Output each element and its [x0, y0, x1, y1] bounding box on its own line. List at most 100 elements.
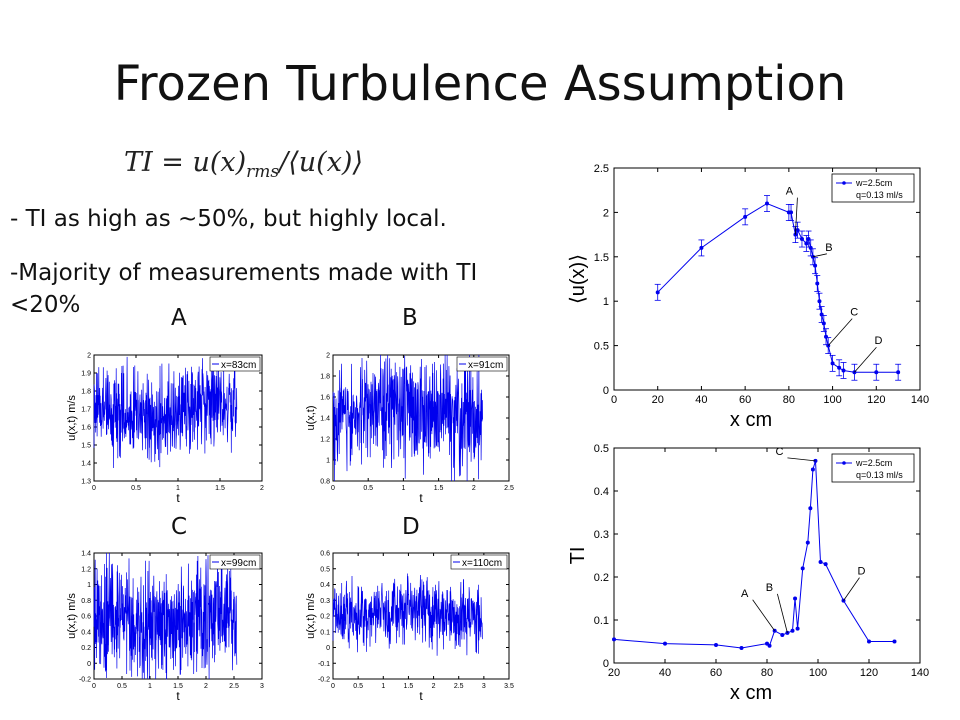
- signal-A-ylabel: u(x,t) m/s: [66, 395, 78, 441]
- signal-D-xtick-label-1: 0.5: [353, 683, 363, 690]
- signal-C-ytick-label-6: 1: [87, 582, 91, 589]
- signal-B-legend: [456, 356, 508, 372]
- turbulence-intensity-legend: [831, 453, 915, 483]
- signal-D-ytick-label-3: 0.1: [320, 629, 330, 636]
- mean-velocity-annotation-arrow-1: [812, 253, 827, 258]
- turbulence-intensity-ytick-label-5: 0.5: [594, 443, 609, 455]
- mean-velocity-point-1: [699, 245, 704, 250]
- mean-velocity-xtick-label-7: 140: [911, 394, 929, 406]
- mean-velocity-ytick-label-0: 0: [603, 385, 609, 397]
- signal-A-ytick-label-6: 1.9: [81, 371, 91, 378]
- mean-velocity-series-line: [657, 202, 899, 373]
- mean-velocity-xtick-label-4: 80: [783, 394, 795, 406]
- signal-C-ytick-label-8: 1.4: [81, 551, 91, 558]
- turbulence-intensity-xtick-label-4: 100: [809, 667, 827, 679]
- mean-velocity-ytick-label-2: 1: [603, 296, 609, 308]
- signal-D-xtick-label-4: 2: [432, 683, 436, 690]
- signal-D-ytick-label-0: -0.2: [318, 677, 330, 684]
- mean-velocity-point-10: [806, 237, 811, 242]
- mean-velocity-point-17: [821, 321, 826, 326]
- signal-D-xtick-label-7: 3.5: [504, 683, 514, 690]
- signal-C-ytick-label-3: 0.4: [81, 629, 91, 636]
- turbulence-intensity-ytick-label-2: 0.2: [594, 572, 609, 584]
- turbulence-intensity-point-21: [892, 639, 897, 644]
- signal-A-legend: [209, 356, 261, 372]
- turbulence-intensity-xlabel: x cm: [730, 682, 772, 704]
- signal-B-ytick-label-5: 1.8: [320, 374, 330, 381]
- signal-A-xtick-label-3: 1.5: [215, 485, 225, 492]
- mean-velocity-annotation-A: A: [786, 186, 794, 198]
- signal-D-xtick-label-3: 1.5: [404, 683, 414, 690]
- signal-D-xtick-label-5: 2.5: [454, 683, 464, 690]
- signal-D-xtick-label-2: 1: [381, 683, 385, 690]
- mean-velocity-point-16: [819, 312, 824, 317]
- mean-velocity-ytick-label-3: 1.5: [594, 252, 609, 264]
- turbulence-intensity-point-5: [767, 643, 772, 648]
- mean-velocity-point-24: [874, 370, 879, 375]
- signal-A-xtick-label-1: 0.5: [131, 485, 141, 492]
- signal-B-ytick-label-4: 1.6: [320, 395, 330, 402]
- signal-A-xtick-label-0: 0: [92, 485, 96, 492]
- signal-C-chart: 0 0.5 1 1.5 2 2.5 3-0.200.20.40.60.811.21.4tu(…: [66, 551, 264, 704]
- mean-velocity-point-3: [765, 201, 769, 206]
- mean-velocity-chart: 0 20 40 60 80 100 120 140 0 0.5 1 1.5 2 2.5 x cm ⟨u(x)⟩…: [567, 163, 929, 431]
- mean-velocity-xtick-label-3: 60: [739, 394, 751, 406]
- mean-velocity-annotation-B: B: [825, 242, 832, 254]
- signal-D-trace: [332, 573, 483, 656]
- signal-B-xtick-label-2: 1: [401, 485, 405, 492]
- turbulence-intensity-annotation-A: A: [741, 588, 749, 600]
- turbulence-intensity-xtick-label-0: 20: [608, 667, 620, 679]
- turbulence-intensity-legend-entry-1: q=0.13 ml/s: [856, 470, 903, 480]
- signal-B-legend-label: x=91cm: [468, 360, 503, 371]
- mean-velocity-legend-marker: [842, 181, 846, 185]
- signal-A-ytick-label-0: 1.3: [81, 479, 91, 486]
- signal-D-xlabel: t: [419, 689, 423, 703]
- signal-B-ylabel: u(x,t): [305, 405, 317, 430]
- turbulence-intensity-annotation-B: B: [766, 582, 773, 594]
- turbulence-intensity-ytick-label-1: 0.1: [594, 615, 609, 627]
- turbulence-intensity-point-20: [867, 639, 871, 644]
- turbulence-intensity-xtick-label-1: 40: [659, 667, 671, 679]
- signal-B-trace: [332, 354, 483, 482]
- signal-A-legend-label: x=83cm: [221, 360, 256, 371]
- panel-label-d: D: [402, 514, 420, 540]
- signal-C-ytick-label-0: -0.2: [79, 677, 91, 684]
- mean-velocity-point-8: [799, 237, 804, 242]
- signal-D-ytick-label-2: 0: [326, 645, 330, 652]
- mean-velocity-point-20: [830, 361, 835, 366]
- mean-velocity-annotation-C: C: [850, 307, 858, 319]
- signal-C-xlabel: t: [176, 689, 180, 703]
- turbulence-intensity-point-10: [793, 596, 798, 601]
- signal-B-chart: 0 0.5 1 1.5 2 2.5 0.8 1 1.2 1.4 1.6 1.8 2 t u(x,t) x=91…: [305, 353, 514, 506]
- mean-velocity-point-0: [655, 290, 660, 295]
- signal-B-xtick-label-4: 2: [472, 485, 476, 492]
- page-title: Frozen Turbulence Assumption: [113, 56, 847, 112]
- mean-velocity-xtick-label-0: 0: [611, 394, 617, 406]
- formula-main: TI = u(x): [124, 147, 247, 178]
- signal-B-ytick-label-1: 1: [326, 458, 330, 465]
- signal-B-xtick-label-3: 1.5: [434, 485, 444, 492]
- turbulence-intensity-point-12: [800, 566, 805, 571]
- turbulence-intensity-annotation-D: D: [858, 566, 866, 578]
- mean-velocity-point-13: [813, 263, 818, 268]
- signal-B-xtick-label-0: 0: [331, 485, 335, 492]
- bullet-ti-high: - TI as high as ~50%, but highly local.: [10, 206, 447, 232]
- signal-C-ytick-label-5: 0.8: [81, 598, 91, 605]
- signal-A-trace: [93, 356, 238, 469]
- turbulence-intensity-legend-entry-0: w=2.5cm: [855, 458, 892, 468]
- turbulence-intensity-annotation-arrow-1: [777, 593, 788, 633]
- turbulence-intensity-chart: 20 40 60 80 100 120 140 0 0.1 0.2 0.3 0.4 0.5 x cm TI w…: [567, 443, 929, 704]
- mean-velocity-point-22: [841, 368, 846, 373]
- mean-velocity-xtick-label-2: 40: [695, 394, 707, 406]
- turbulence-intensity-point-18: [823, 562, 828, 567]
- signal-A-ytick-label-7: 2: [87, 353, 91, 360]
- formula-tail: /⟨u(x)⟩: [279, 147, 363, 178]
- signal-D-ytick-label-1: -0.1: [318, 661, 330, 668]
- signal-A-xlabel: t: [176, 491, 180, 505]
- signal-D-legend-label: x=110cm: [462, 558, 502, 569]
- signal-D-ytick-label-6: 0.4: [320, 582, 330, 589]
- signal-A-xtick-label-4: 2: [260, 485, 264, 492]
- turbulence-intensity-point-14: [808, 506, 813, 511]
- signal-D-xtick-label-6: 3: [482, 683, 486, 690]
